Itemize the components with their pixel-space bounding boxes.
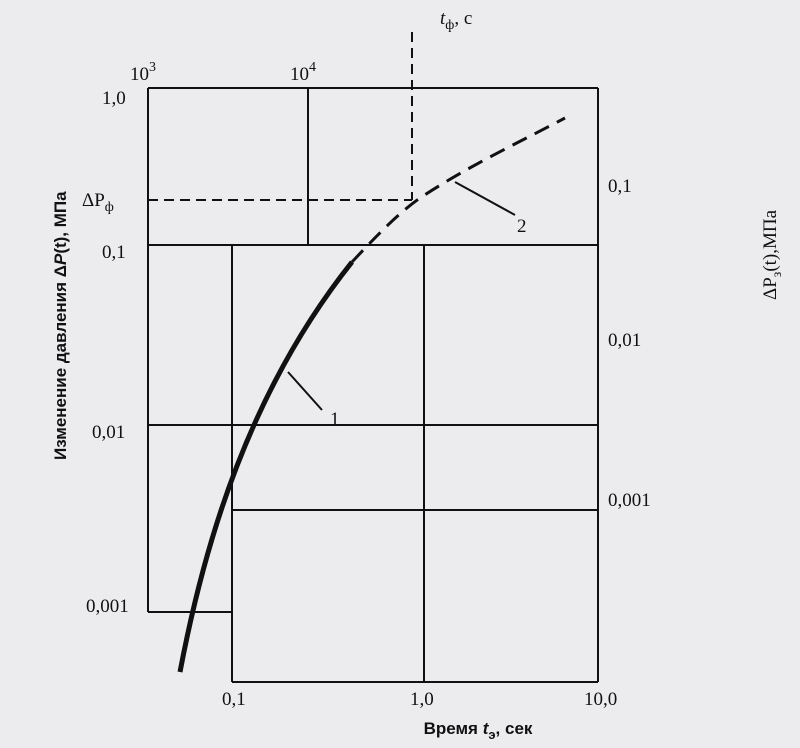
tick-label: 104 xyxy=(290,60,316,85)
bottom-axis-label: Время tэ, сек xyxy=(424,719,533,742)
leader-2 xyxy=(454,181,516,216)
grid xyxy=(147,87,599,683)
left-axis-label: Изменение давления ΔP(t), МПа xyxy=(51,191,70,460)
tick-label: 0,01 xyxy=(608,330,641,351)
curve-label: 1 xyxy=(330,409,340,430)
tick-label: 10 xyxy=(290,64,309,85)
right-axis-label: ΔPз(t),МПа xyxy=(760,209,785,300)
reference-lines xyxy=(148,32,413,201)
delta-p-label: ΔPф xyxy=(82,190,114,215)
tick-label: 1,0 xyxy=(410,689,434,710)
tick-label: 4 xyxy=(309,60,316,75)
top-axis-label: tф, с xyxy=(440,8,472,33)
tick-label: 1,0 xyxy=(102,88,126,109)
curve-label: 2 xyxy=(517,216,527,237)
tick-label: 10,0 xyxy=(584,689,617,710)
tick-label: 3 xyxy=(149,60,156,75)
tick-label: 0,001 xyxy=(608,490,651,511)
tick-label: 103 xyxy=(130,60,156,85)
leader-1 xyxy=(287,371,323,411)
tick-label: 0,1 xyxy=(608,176,632,197)
tick-label: 10 xyxy=(130,64,149,85)
tick-label: 0,01 xyxy=(92,422,125,443)
curve-1 xyxy=(177,260,354,673)
tick-label: 0,001 xyxy=(86,596,129,617)
tick-label: 0,1 xyxy=(222,689,246,710)
curve-2 xyxy=(350,116,566,264)
tick-label: 0,1 xyxy=(102,242,126,263)
